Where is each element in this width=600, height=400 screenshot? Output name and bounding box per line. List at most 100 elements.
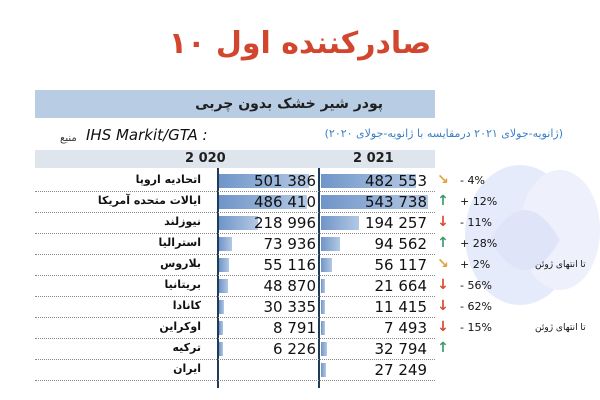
value-number-2021: 27 249 xyxy=(374,361,428,379)
value-number-2021: 194 257 xyxy=(364,214,427,232)
table-row: استرالیا 73 936 94 562 ↑ + 28% xyxy=(35,233,497,255)
row-divider xyxy=(35,338,435,339)
arrow-up-icon: ↑ xyxy=(437,235,449,251)
row-divider xyxy=(35,296,435,297)
value-cell-2020: 501 386 xyxy=(219,170,318,191)
value-number-2020: 6 226 xyxy=(273,340,316,358)
value-number-2021: 482 553 xyxy=(364,172,427,190)
country-name: اوکراین xyxy=(159,320,201,333)
row-divider xyxy=(35,380,435,381)
value-bar-2020 xyxy=(219,300,224,314)
value-cell-2020 xyxy=(219,359,318,380)
page-title: ۱۰ صادرکننده اول xyxy=(168,26,432,61)
change-percent: - 15% xyxy=(460,321,492,334)
table-row: کانادا 30 335 11 415 ↓ - 62% xyxy=(35,296,492,318)
value-bar-2020 xyxy=(219,237,232,251)
country-name: نیوزلند xyxy=(164,215,201,228)
value-cell-2020: 486 410 xyxy=(219,191,318,212)
value-number-2021: 56 117 xyxy=(374,256,428,274)
value-cell-2021: 27 249 xyxy=(321,359,429,380)
value-cell-2021: 94 562 xyxy=(321,233,429,254)
country-name: کانادا xyxy=(172,299,201,312)
country-name: استرالیا xyxy=(158,236,201,249)
table-row: ترکیه 6 226 32 794 ↑ xyxy=(35,338,449,360)
arrow-down-icon: ↓ xyxy=(437,298,449,314)
value-cell-2020: 30 335 xyxy=(219,296,318,317)
table-row: اتحادیه اروپا 501 386 482 553 ↘ - 4% xyxy=(35,170,485,192)
value-cell-2021: 11 415 xyxy=(321,296,429,317)
value-cell-2021: 482 553 xyxy=(321,170,429,191)
value-number-2020: 486 410 xyxy=(253,193,316,211)
value-number-2021: 32 794 xyxy=(374,340,428,358)
product-name: پودر شیر خشک بدون چربی xyxy=(195,96,383,112)
value-number-2020: 55 116 xyxy=(263,256,317,274)
value-number-2020: 8 791 xyxy=(273,319,316,337)
change-percent: - 11% xyxy=(460,216,492,229)
row-divider xyxy=(35,317,435,318)
source-value: IHS Markit/GTA : xyxy=(86,126,208,144)
value-bar-2020 xyxy=(219,195,307,209)
change-percent: - 4% xyxy=(460,174,485,187)
arrow-diagonal-icon: ↘ xyxy=(437,256,449,272)
row-divider xyxy=(35,233,435,234)
row-divider xyxy=(35,212,435,213)
decorative-watermark xyxy=(465,165,600,305)
country-name: ایران xyxy=(173,362,201,375)
change-percent: - 56% xyxy=(460,279,492,292)
country-name: بلاروس xyxy=(160,257,201,270)
value-bar-2021 xyxy=(321,300,325,314)
value-cell-2020: 6 226 xyxy=(219,338,318,359)
value-cell-2021: 21 664 xyxy=(321,275,429,296)
change-percent: - 62% xyxy=(460,300,492,313)
value-number-2020: 73 936 xyxy=(263,235,317,253)
table-row: ایران 27 249 xyxy=(35,359,435,381)
value-cell-2020: 55 116 xyxy=(219,254,318,275)
column-divider xyxy=(318,168,320,388)
country-name: بریتانیا xyxy=(164,278,201,291)
value-bar-2021 xyxy=(321,216,359,230)
arrow-down-icon: ↓ xyxy=(437,214,449,230)
row-divider xyxy=(35,191,435,192)
value-number-2021: 11 415 xyxy=(374,298,428,316)
value-bar-2020 xyxy=(219,216,258,230)
value-number-2021: 7 493 xyxy=(384,319,427,337)
value-number-2020: 48 870 xyxy=(263,277,317,295)
row-divider xyxy=(35,254,435,255)
period-note: تا انتهای ژوئن xyxy=(535,260,586,270)
table-row: نیوزلند 218 996 194 257 ↓ - 11% xyxy=(35,212,492,234)
period-note: تا انتهای ژوئن xyxy=(535,323,586,333)
change-percent: + 2% xyxy=(460,258,491,271)
table-row: بریتانیا 48 870 21 664 ↓ - 56% xyxy=(35,275,492,297)
table-row: بلاروس 55 116 56 117 ↘ + 2% xyxy=(35,254,490,276)
value-bar-2021 xyxy=(321,237,340,251)
header-2020: 2 020 xyxy=(185,151,226,166)
country-name: ترکیه xyxy=(172,341,201,354)
change-percent: + 28% xyxy=(460,237,498,250)
value-cell-2020: 48 870 xyxy=(219,275,318,296)
arrow-down-icon: ↓ xyxy=(437,319,449,335)
value-number-2021: 94 562 xyxy=(374,235,428,253)
value-bar-2021 xyxy=(321,342,327,356)
arrow-diagonal-icon: ↘ xyxy=(437,172,449,188)
value-cell-2021: 56 117 xyxy=(321,254,429,275)
value-cell-2021: 194 257 xyxy=(321,212,429,233)
value-number-2020: 501 386 xyxy=(253,172,316,190)
country-name: ایالات متحده آمریکا xyxy=(97,194,201,207)
value-cell-2020: 8 791 xyxy=(219,317,318,338)
value-number-2021: 21 664 xyxy=(374,277,428,295)
comparison-period: (ژانویه-جولای ۲۰۲۱ درمقایسه با ژانویه-جو… xyxy=(324,127,563,140)
value-cell-2020: 218 996 xyxy=(219,212,318,233)
value-number-2020: 30 335 xyxy=(263,298,317,316)
header-2021: 2 021 xyxy=(353,151,394,166)
value-bar-2021 xyxy=(321,195,428,209)
row-divider xyxy=(35,359,435,360)
country-name: اتحادیه اروپا xyxy=(135,173,201,186)
value-bar-2020 xyxy=(219,279,228,293)
table-row: ایالات متحده آمریکا 486 410 543 738 ↑ + 12% xyxy=(35,191,497,213)
value-bar-2020 xyxy=(219,321,223,335)
row-divider xyxy=(35,275,435,276)
value-bar-2021 xyxy=(321,321,325,335)
value-cell-2021: 543 738 xyxy=(321,191,429,212)
source-label: منبع xyxy=(60,133,77,144)
change-percent: + 12% xyxy=(460,195,498,208)
